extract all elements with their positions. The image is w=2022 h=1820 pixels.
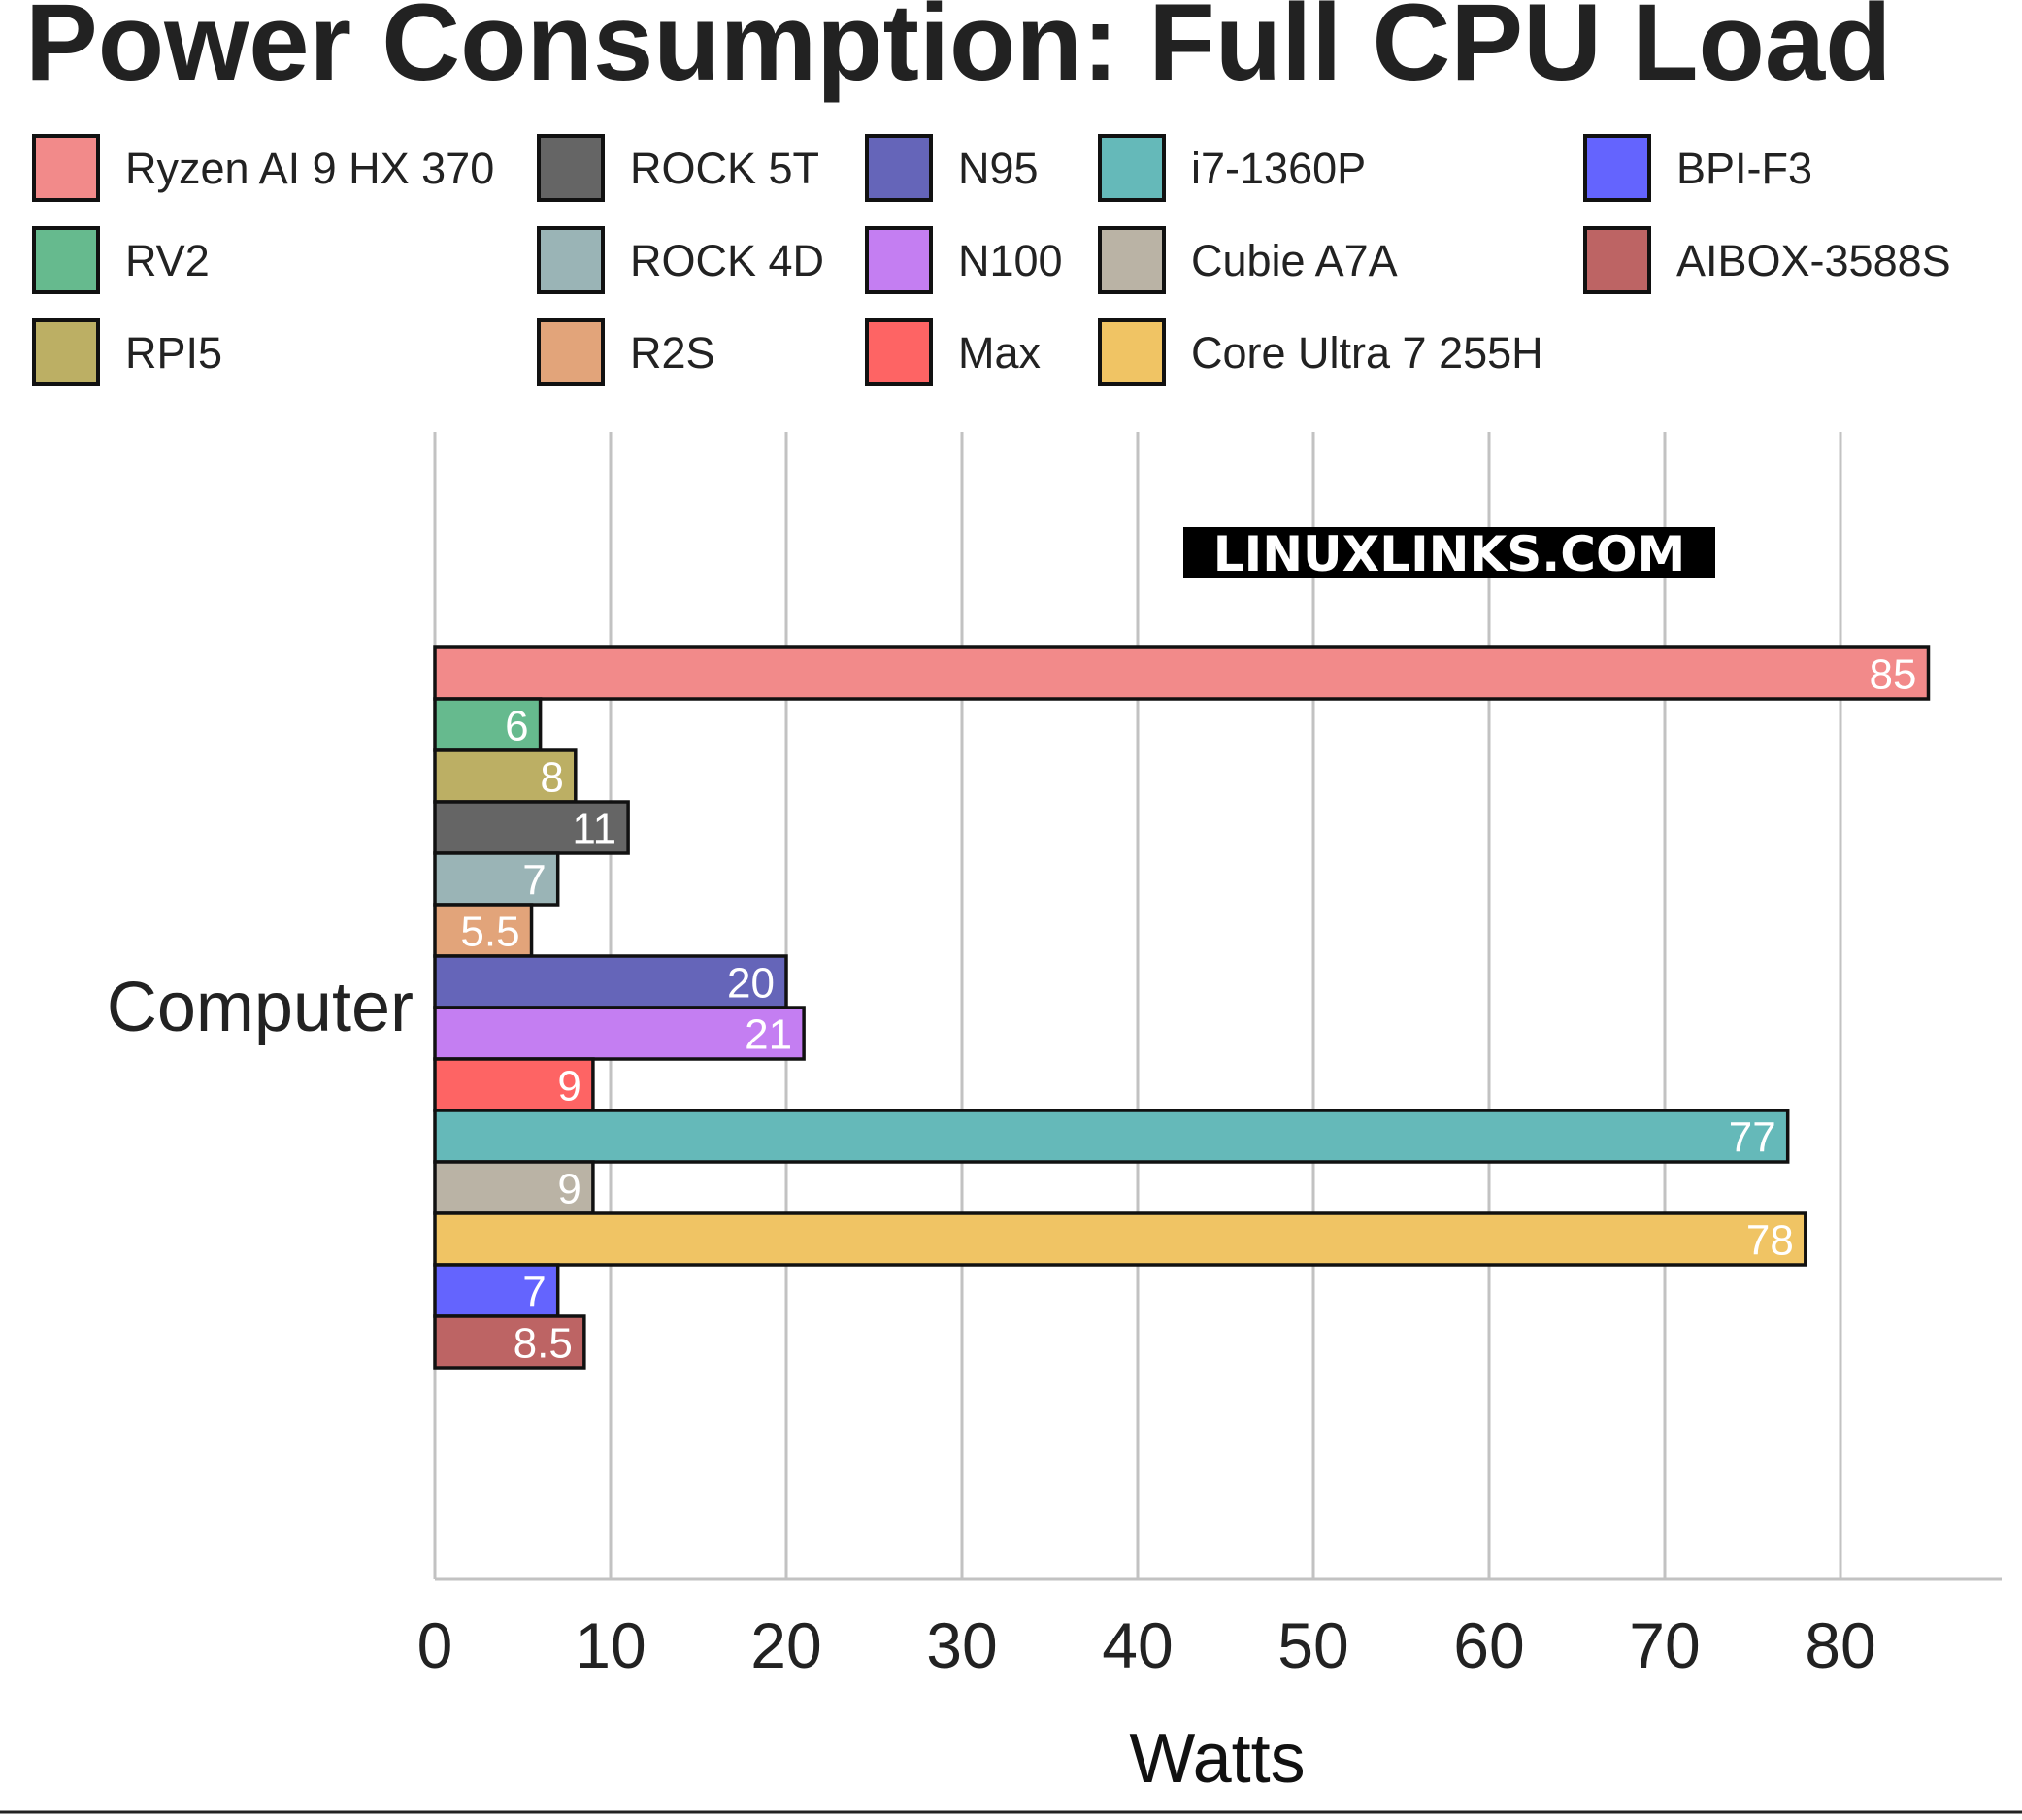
x-tick-label: 0: [417, 1609, 453, 1681]
x-tick-label: 10: [575, 1609, 646, 1681]
data-label-core-ultra-7-255h: 78: [1746, 1217, 1794, 1265]
data-label-aibox-3588s: 8.5: [514, 1320, 573, 1368]
x-tick-labels: 0 10 20 30 40 50 60 70 80: [417, 1609, 1876, 1681]
legend-label: N100: [958, 236, 1063, 285]
data-label-r2s: 5.5: [460, 909, 519, 956]
legend-swatch: [865, 134, 933, 202]
data-label-rv2: 6: [505, 703, 528, 750]
legend: Ryzen AI 9 HX 370 ROCK 5T N95 i7-1360P BPI-F…: [32, 134, 1951, 386]
legend-item-cubie-a7a: Cubie A7A: [1098, 226, 1398, 294]
legend-label: Max: [958, 328, 1042, 378]
data-label-i7-1360p: 77: [1729, 1114, 1776, 1162]
data-label-rpi5: 8: [540, 754, 563, 802]
legend-swatch: [537, 226, 605, 294]
legend-item-rock-5t: ROCK 5T: [537, 134, 819, 202]
bar-ryzen-ai-9-hx-370: [433, 645, 1931, 701]
legend-label: AIBOX-3588S: [1676, 236, 1951, 285]
legend-label: N95: [958, 144, 1039, 193]
legend-item-n95: N95: [865, 134, 1039, 202]
x-tick-label: 40: [1102, 1609, 1173, 1681]
bar-r2s: [433, 903, 534, 958]
legend-item-rock-4d: ROCK 4D: [537, 226, 824, 294]
bar-i7-1360p: [433, 1109, 1790, 1164]
legend-swatch: [1098, 318, 1166, 386]
legend-swatch: [865, 226, 933, 294]
data-label-bpi-f3: 7: [522, 1269, 546, 1316]
y-category-label: Computer: [107, 969, 414, 1046]
legend-swatch: [1583, 134, 1651, 202]
data-label-max: 9: [557, 1063, 580, 1110]
x-tick-label: 70: [1629, 1609, 1700, 1681]
legend-label: RPI5: [125, 328, 222, 378]
legend-item-max: Max: [865, 318, 1042, 386]
legend-label: Core Ultra 7 255H: [1191, 328, 1543, 378]
legend-swatch: [1098, 226, 1166, 294]
legend-swatch: [1583, 226, 1651, 294]
x-tick-label: 60: [1453, 1609, 1524, 1681]
x-tick-label: 50: [1277, 1609, 1348, 1681]
bar-n95: [433, 954, 788, 1009]
legend-item-rv2: RV2: [32, 226, 210, 294]
legend-item-n100: N100: [865, 226, 1063, 294]
data-label-rock-5t: 11: [572, 806, 616, 853]
legend-label: ROCK 5T: [630, 144, 819, 193]
legend-swatch: [537, 134, 605, 202]
data-label-n95: 20: [727, 960, 775, 1008]
data-label-cubie-a7a: 9: [557, 1166, 580, 1213]
bar-rock-4d: [433, 851, 560, 907]
legend-swatch: [32, 134, 100, 202]
legend-label: Ryzen AI 9 HX 370: [125, 144, 494, 193]
legend-item-bpi-f3: BPI-F3: [1583, 134, 1812, 202]
legend-swatch: [1098, 134, 1166, 202]
bar-aibox-3588s: [433, 1314, 586, 1370]
legend-swatch: [32, 318, 100, 386]
legend-label: RV2: [125, 236, 210, 285]
grid-lines: [433, 432, 2002, 1581]
legend-label: R2S: [630, 328, 715, 378]
bar-cubie-a7a: [433, 1160, 595, 1215]
legend-item-core-ultra-7-255h: Core Ultra 7 255H: [1098, 318, 1543, 386]
watermark: LINUXLINKS.COM: [1183, 526, 1715, 582]
legend-item-i7-1360p: i7-1360P: [1098, 134, 1366, 202]
legend-label: i7-1360P: [1191, 144, 1366, 193]
data-label-rock-4d: 7: [522, 857, 546, 905]
bar-rv2: [433, 697, 543, 752]
legend-label: Cubie A7A: [1191, 236, 1398, 285]
bar-core-ultra-7-255h: [433, 1211, 1807, 1267]
bar-n100: [433, 1006, 806, 1061]
bar-rpi5: [433, 748, 578, 804]
data-label-ryzen-ai-9-hx-370: 85: [1870, 651, 1917, 699]
y-category-labels: Computer: [107, 969, 414, 1046]
data-label-n100: 21: [745, 1011, 792, 1059]
legend-label: ROCK 4D: [630, 236, 824, 285]
bar-bpi-f3: [433, 1263, 560, 1318]
x-tick-label: 20: [750, 1609, 821, 1681]
legend-swatch: [32, 226, 100, 294]
legend-item-ryzen-ai-9-hx-370: Ryzen AI 9 HX 370: [32, 134, 494, 202]
legend-swatch: [865, 318, 933, 386]
legend-item-rpi5: RPI5: [32, 318, 222, 386]
x-axis-title: Watts: [1129, 1720, 1305, 1798]
legend-swatch: [537, 318, 605, 386]
x-tick-label: 80: [1805, 1609, 1875, 1681]
chart-title: Power Consumption: Full CPU Load: [25, 0, 1892, 103]
watermark-text: LINUXLINKS.COM: [1213, 526, 1685, 582]
legend-item-aibox-3588s: AIBOX-3588S: [1583, 226, 1951, 294]
watermark-background: [1183, 527, 1715, 578]
legend-label: BPI-F3: [1676, 144, 1812, 193]
x-tick-label: 30: [926, 1609, 997, 1681]
legend-item-r2s: R2S: [537, 318, 715, 386]
